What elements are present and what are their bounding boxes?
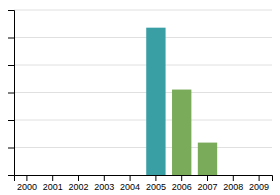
y-tick — [8, 10, 14, 11]
x-axis-line — [15, 176, 273, 182]
x-tick-mark — [130, 175, 131, 181]
y-tick — [8, 38, 14, 39]
bar — [198, 143, 217, 175]
x-tick: 2004 — [120, 175, 140, 192]
chart-container: 2000 2001 2002 2003 2004 2005 2006 2007 2008 2009 — [0, 0, 280, 195]
plot: 2000 2001 2002 2003 2004 2005 2006 2007 2008 2009 — [8, 10, 273, 192]
x-tick: 2002 — [68, 175, 88, 192]
x-tick-label: 2005 — [146, 182, 166, 192]
bar — [120, 175, 139, 176]
x-tick-mark — [207, 175, 208, 181]
y-tick — [8, 93, 14, 94]
x-tick-label: 2004 — [120, 182, 140, 192]
y-tick — [8, 148, 14, 149]
bar — [249, 175, 268, 176]
y-axis-line — [8, 11, 15, 176]
x-tick: 2001 — [43, 175, 63, 192]
grid — [14, 10, 272, 148]
x-tick-label: 2001 — [43, 182, 63, 192]
x-tick-mark — [181, 175, 182, 181]
x-tick-label: 2009 — [249, 182, 269, 192]
x-tick-label: 2007 — [197, 182, 217, 192]
x-tick-label: 2008 — [223, 182, 243, 192]
y-axis — [8, 11, 15, 176]
x-tick-label: 2002 — [68, 182, 88, 192]
bars — [146, 28, 217, 175]
grid-line — [14, 37, 272, 38]
x-tick-mark — [155, 175, 156, 181]
x-tick: 2005 — [146, 175, 166, 192]
grid-line — [14, 92, 272, 93]
x-tick-label: 2006 — [172, 182, 192, 192]
grid-line — [14, 10, 272, 11]
x-tick: 2008 — [223, 175, 243, 192]
chart: 2000 2001 2002 2003 2004 2005 2006 2007 2008 2009 — [0, 0, 280, 195]
x-tick-label: 2000 — [17, 182, 37, 192]
y-tick — [8, 120, 14, 121]
x-axis: 2000 2001 2002 2003 2004 2005 2006 2007 2008 2009 — [15, 175, 273, 192]
x-tick-label: 2003 — [94, 182, 114, 192]
x-tick: 2003 — [94, 175, 114, 192]
y-tick-mark — [8, 148, 14, 149]
x-tick-mark — [104, 175, 105, 181]
bar — [43, 175, 62, 176]
x-tick-mark — [26, 175, 27, 181]
x-tick: 2007 — [197, 175, 217, 192]
x-tick: 2006 — [172, 175, 192, 192]
y-tick-mark — [8, 93, 14, 94]
y-tick-mark — [8, 65, 14, 66]
bar — [146, 28, 165, 175]
y-tick-mark — [8, 120, 14, 121]
x-tick: 2000 — [17, 175, 37, 192]
x-tick-mark — [233, 175, 234, 181]
x-tick-mark — [259, 175, 260, 181]
bar — [224, 175, 243, 176]
grid-line — [14, 120, 272, 121]
bar — [69, 175, 88, 176]
x-tick: 2009 — [249, 175, 269, 192]
y-tick — [8, 65, 14, 66]
bar — [172, 90, 191, 175]
grid-line — [14, 65, 272, 66]
grid-line — [14, 147, 272, 148]
bar — [95, 175, 114, 176]
bar — [17, 175, 36, 176]
y-tick-mark — [8, 10, 14, 11]
x-tick-mark — [78, 175, 79, 181]
y-tick-mark — [8, 38, 14, 39]
x-tick-mark — [52, 175, 53, 181]
